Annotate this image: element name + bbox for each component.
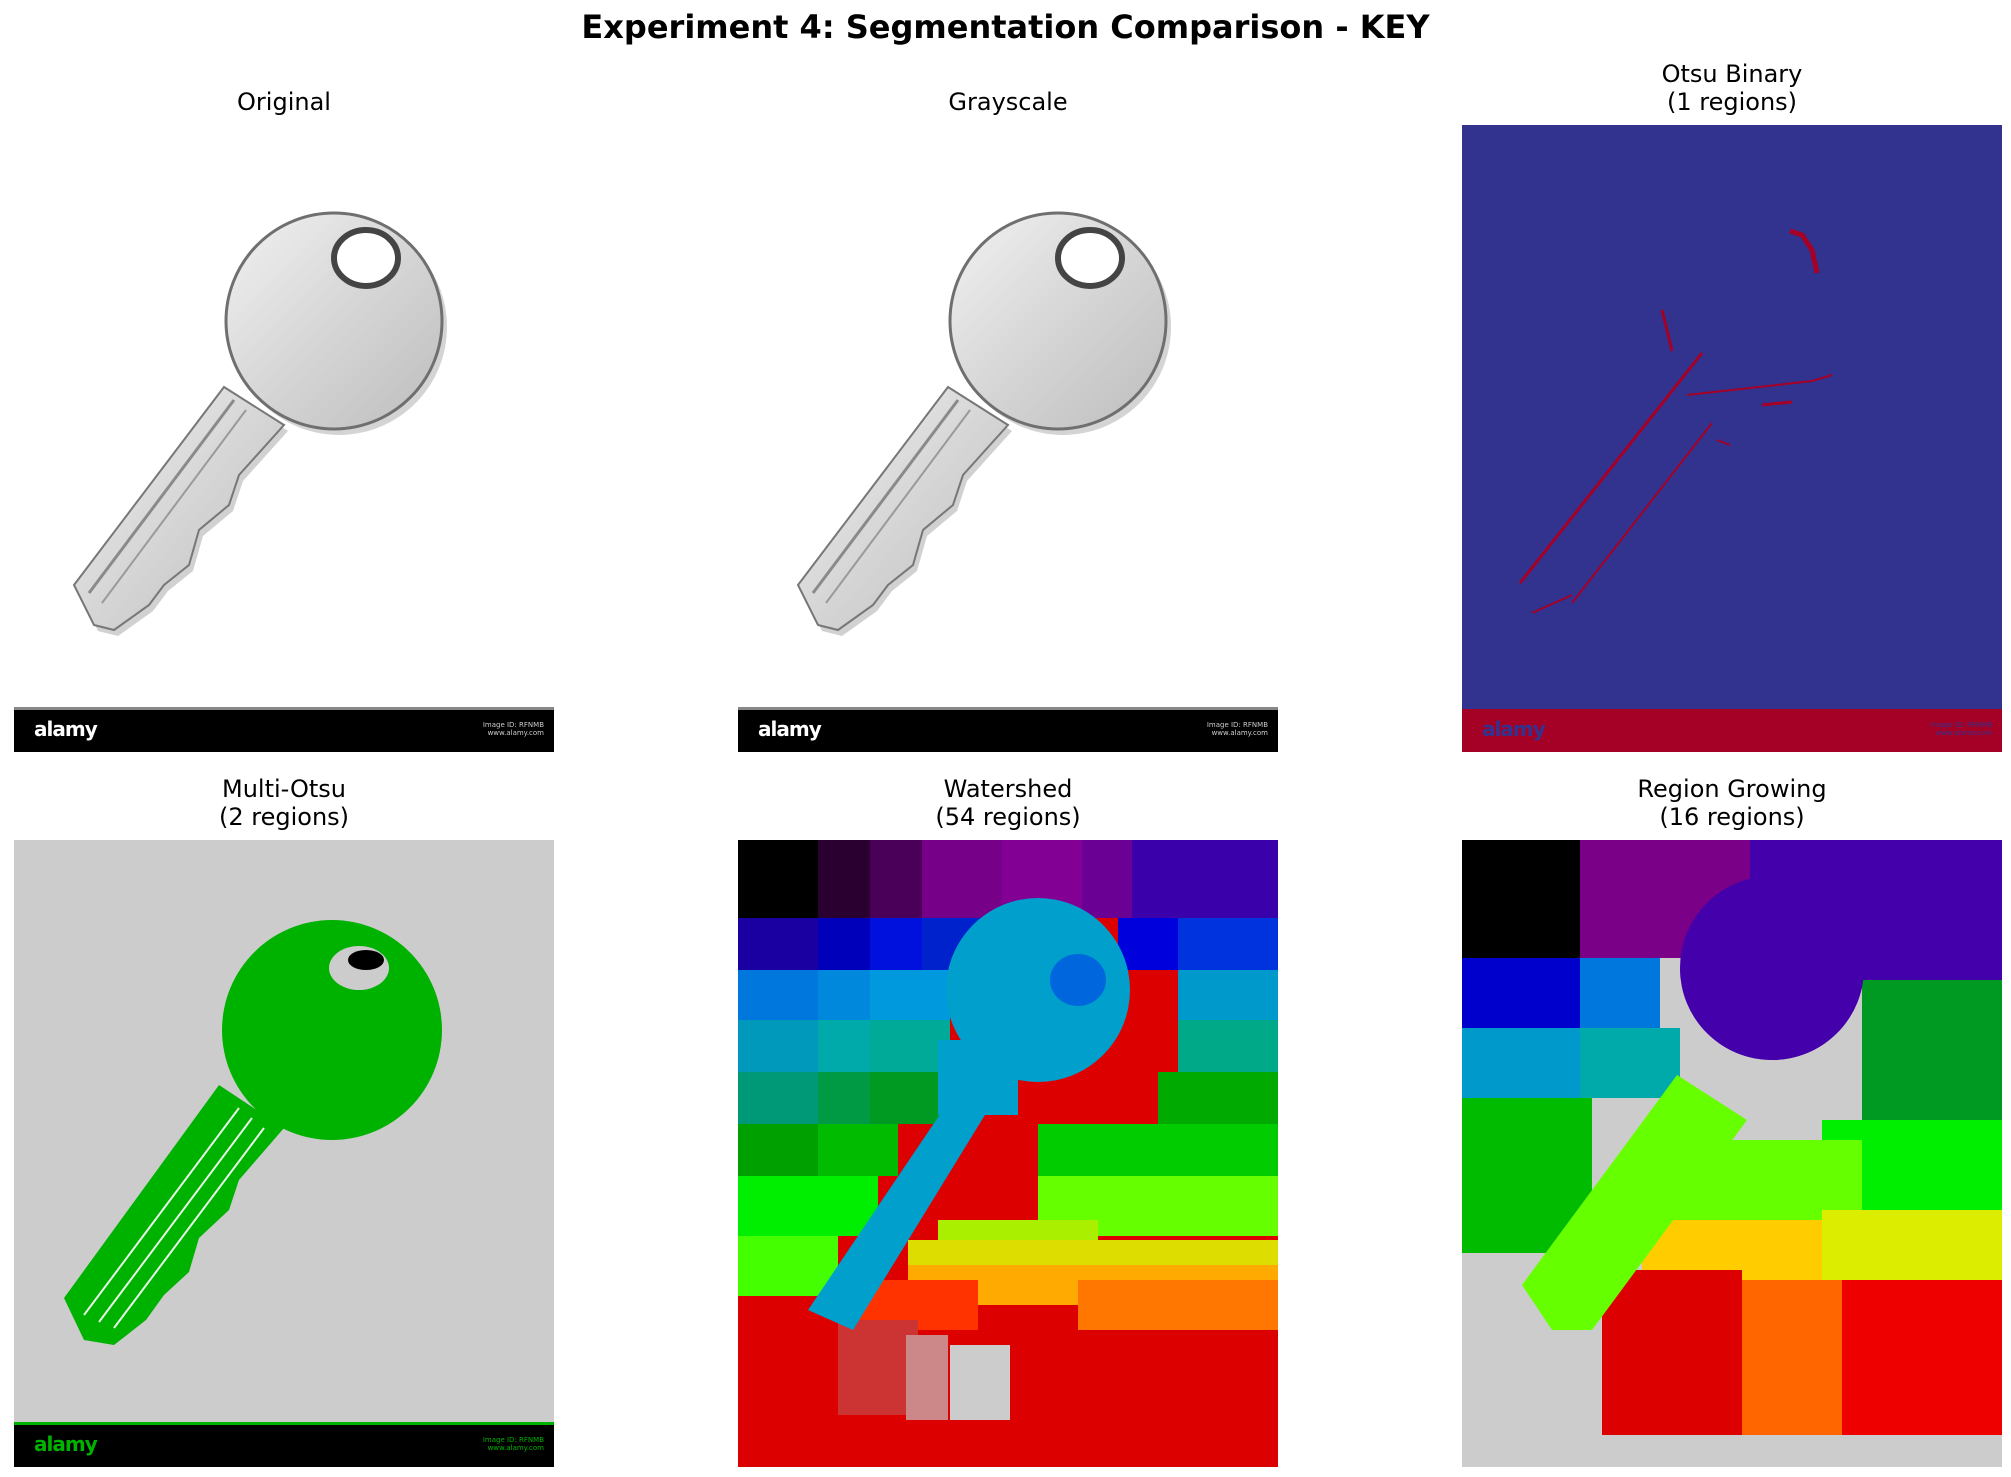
panel-watershed-title: Watershed: [943, 775, 1073, 803]
key-shape: [796, 211, 1171, 636]
figure-title: Experiment 4: Segmentation Comparison - …: [581, 8, 1430, 46]
banner: [738, 709, 1278, 752]
image-caption: Image ID: RFNMB www.alamy.com: [1118, 721, 1268, 737]
image-logo: alamy: [34, 717, 98, 741]
panel-regiongrowing-caption: Region Growing (16 regions): [1462, 775, 2002, 831]
key-shape: [64, 920, 442, 1345]
panel-grayscale-title: Grayscale: [948, 88, 1068, 116]
image-caption-line2: www.alamy.com: [1935, 729, 1992, 737]
panel-regiongrowing-image: [1462, 840, 2002, 1467]
image-logo: alamy: [1482, 717, 1546, 741]
image-caption: Image ID: RFNMB www.alamy.com: [1842, 721, 1992, 737]
otsu-edges: [1518, 228, 1833, 614]
image-caption: Image ID: RFNMB www.alamy.com: [394, 721, 544, 737]
key-shape: [808, 898, 1130, 1330]
panel-multiotsu-image: alamy Image ID: RFNMB www.alamy.com: [14, 840, 554, 1467]
panel-otsu-caption: Otsu Binary (1 regions): [1462, 60, 2002, 116]
panel-otsu-subtitle: (1 regions): [1666, 88, 1798, 116]
key-shape: [72, 211, 447, 636]
panel-multiotsu-title: Multi-Otsu: [221, 775, 346, 803]
image-caption-line1: Image ID: RFNMB: [482, 1436, 544, 1444]
panel-multiotsu-subtitle: (2 regions): [218, 803, 350, 831]
panel-original-image: alamy Image ID: RFNMB www.alamy.com: [14, 125, 554, 752]
image-caption-line1: Image ID: RFNMB: [482, 721, 544, 729]
image-caption-line1: Image ID: RFNMB: [1930, 721, 1992, 729]
panel-original-title: Original: [237, 88, 331, 116]
panel-otsu-title: Otsu Binary: [1661, 60, 1803, 88]
image-logo: alamy: [758, 717, 822, 741]
panel-original-caption: Original: [14, 88, 554, 116]
image-caption-line1: Image ID: RFNMB: [1206, 721, 1268, 729]
panel-grayscale-image: alamy Image ID: RFNMB www.alamy.com: [738, 125, 1278, 752]
panel-watershed-subtitle: (54 regions): [935, 803, 1081, 831]
panel-grayscale-caption: Grayscale: [738, 88, 1278, 116]
key-shape: [1522, 876, 1864, 1330]
panel-regiongrowing-title: Region Growing: [1637, 775, 1827, 803]
panel-multiotsu-caption: Multi-Otsu (2 regions): [14, 775, 554, 831]
panel-watershed-caption: Watershed (54 regions): [738, 775, 1278, 831]
banner: [14, 1424, 554, 1467]
panel-regiongrowing-subtitle: (16 regions): [1659, 803, 1805, 831]
image-caption-line2: www.alamy.com: [1211, 729, 1268, 737]
image-caption-line2: www.alamy.com: [487, 729, 544, 737]
image-caption-line2: www.alamy.com: [487, 1444, 544, 1452]
banner: [1462, 709, 2002, 752]
banner: [14, 709, 554, 752]
image-caption: Image ID: RFNMB www.alamy.com: [394, 1436, 544, 1452]
panel-watershed-image: [738, 840, 1278, 1467]
panel-otsu-image: alamy Image ID: RFNMB www.alamy.com: [1462, 125, 2002, 752]
image-logo: alamy: [34, 1432, 98, 1456]
